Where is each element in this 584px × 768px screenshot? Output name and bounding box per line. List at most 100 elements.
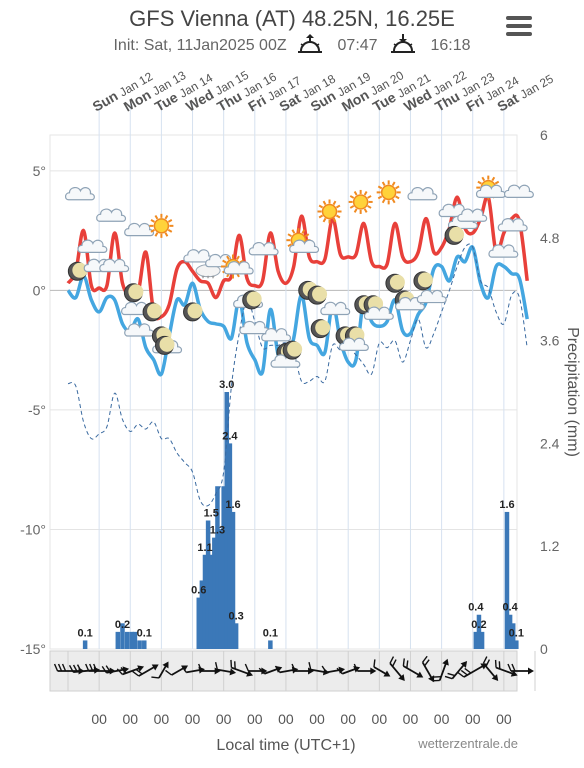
wind-arrow-barb — [406, 660, 409, 669]
sun-ray — [335, 214, 341, 219]
sun-ray — [491, 176, 496, 182]
precipitation-label: 1.3 — [210, 525, 225, 537]
cloud-shape — [363, 306, 394, 320]
cloud-icon — [64, 187, 95, 201]
wind-arrow-barb — [53, 663, 59, 672]
wind-arrow-barb — [116, 668, 123, 675]
sun-ray — [222, 259, 227, 264]
precipitation-bar — [196, 597, 202, 649]
precipitation-label: 0.1 — [509, 627, 524, 639]
wind-arrow-head — [151, 664, 159, 671]
chart-subtitle: Init: Sat, 11Jan2025 00Z 07:47 16:18 — [0, 34, 584, 55]
y-tick-label: -10° — [20, 521, 46, 537]
hamburger-menu-icon[interactable] — [506, 16, 532, 38]
wind-arrow-barb — [389, 656, 395, 664]
moon-face — [147, 303, 163, 319]
wind-arrow-barb — [485, 659, 491, 667]
y-tick-label: -15° — [20, 641, 46, 657]
moon-icon — [310, 319, 331, 339]
wind-arrow-barb — [135, 668, 143, 675]
sun-ray — [332, 217, 337, 223]
precipitation-bar — [268, 640, 273, 649]
wind-arrow-barb — [93, 663, 98, 672]
x-tick-label: 00 — [340, 711, 356, 727]
wind-arrow-head — [398, 674, 405, 681]
sun-ray — [481, 176, 486, 182]
plot-area — [49, 134, 518, 650]
wind-arrow-barb — [258, 667, 265, 675]
wind-arrow — [214, 662, 237, 676]
sun-ray — [322, 217, 327, 223]
moon-icon — [142, 302, 163, 322]
precipitation-bar — [142, 640, 147, 649]
sun-ray — [381, 181, 386, 186]
wind-arrow-head — [527, 667, 534, 675]
wind-arrow-barb — [353, 663, 358, 672]
wind-arrow-head — [491, 674, 499, 681]
sun-ray — [349, 195, 355, 199]
snow-flake: * — [207, 275, 210, 284]
chart-title: GFS Vienna (AT) 48.25N, 16.25E — [129, 6, 455, 31]
sun-ray — [150, 228, 155, 233]
y-axis: 5° 0° -5° -10° -15° — [20, 163, 46, 657]
series-dewpoint — [66, 245, 529, 377]
sun-ray — [377, 195, 383, 200]
wind-arrow-barb — [132, 670, 140, 677]
wind-arrow — [373, 659, 391, 677]
wind-arrow — [230, 659, 254, 677]
cloud-shape — [99, 258, 130, 273]
wind-arrow-barb — [76, 664, 82, 672]
weather-icons: * * * — [64, 175, 534, 368]
cloud-icon — [457, 208, 488, 222]
sun-ray — [335, 204, 341, 209]
cloud-shape — [457, 208, 488, 222]
wind-arrow-barb — [494, 659, 497, 668]
precipitation-bar — [230, 511, 236, 649]
precipitation-bars — [82, 392, 519, 649]
wind-arrow-head — [460, 661, 468, 668]
sun-ray — [287, 243, 292, 248]
moon-icon — [67, 261, 88, 281]
precipitation-bar — [514, 640, 519, 649]
wind-arrow-barb — [444, 675, 453, 680]
precipitation-bar — [510, 623, 516, 649]
precipitation-bar — [132, 631, 138, 649]
wind-arrow — [291, 663, 315, 675]
wind-arrow — [151, 661, 169, 679]
cloud-shape — [320, 301, 351, 316]
sun-ray — [167, 218, 173, 223]
sun-disc — [153, 218, 170, 234]
moon-face — [417, 272, 433, 288]
wind-arrow — [444, 661, 468, 680]
x-tick-label: 00 — [185, 711, 201, 727]
wind-arrow-barb — [482, 656, 488, 664]
precipitation-bar — [221, 486, 226, 649]
wind-arrow-barb — [181, 665, 187, 673]
sun-ray — [391, 198, 396, 204]
sun-ray — [301, 229, 306, 234]
moon-icon — [183, 302, 203, 322]
sunrise-time: 07:47 — [337, 37, 378, 54]
precipitation-bar — [473, 631, 479, 649]
wind-arrow-barb — [89, 663, 94, 672]
y2-tick-label: 0 — [540, 641, 548, 657]
sun-ray — [304, 233, 310, 238]
wind-arrow-barb — [68, 665, 74, 673]
wind-arrow-barb — [457, 671, 465, 678]
wind-strip — [49, 650, 536, 692]
wind-arrow-head — [214, 667, 221, 675]
moon-face — [246, 291, 262, 307]
sunrise-icon — [298, 34, 323, 53]
precipitation-bar — [115, 631, 121, 649]
cloud-shape — [289, 239, 320, 253]
precipitation-bar — [218, 529, 223, 649]
sun-ray — [226, 255, 230, 261]
precipitation-label: 0.1 — [77, 627, 92, 639]
sunset-icon — [391, 34, 416, 53]
cloud-icon — [124, 222, 155, 237]
cloud-shape — [223, 261, 254, 275]
x-axis-label: Local time (UTC+1) — [216, 737, 356, 754]
precipitation-bar — [504, 511, 510, 649]
sun-ray — [236, 255, 240, 261]
wind-arrow-barb — [498, 661, 501, 669]
